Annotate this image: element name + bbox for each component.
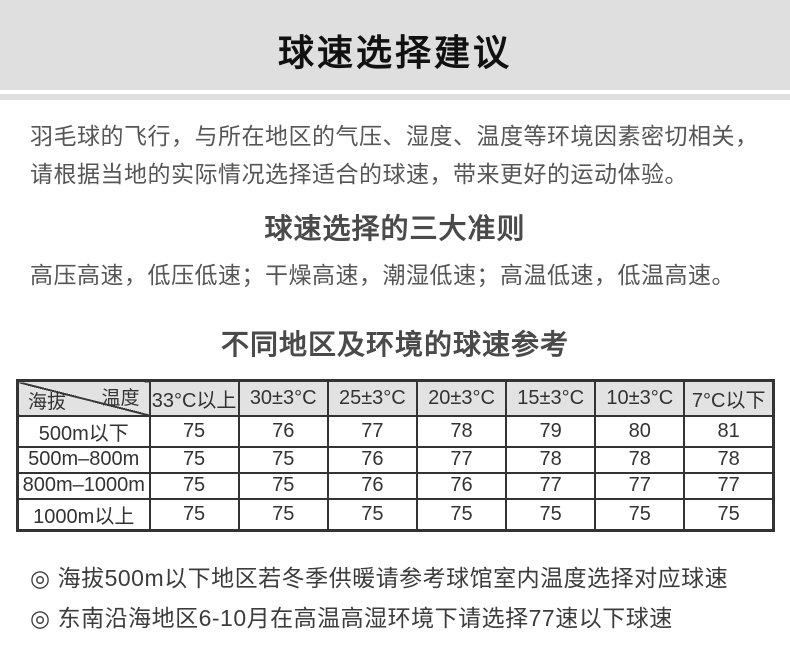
table-row: 500m–800m 75 75 76 77 78 78 78 [16,445,775,474]
speed-value-cell: 77 [594,471,686,500]
page-title-bar: 球速选择建议 [0,0,790,90]
principles-text: 高压高速，低压低速；干燥高速，潮湿低速；高温低速，低温高速。 [30,262,735,288]
note-text: 东南沿海地区6-10月在高温高湿环境下请选择77速以下球速 [57,604,673,631]
page-title: 球速选择建议 [277,32,512,73]
speed-value-cell: 77 [326,414,418,448]
speed-value-cell: 75 [148,471,240,500]
column-header-temperature-4: 15±3°C [505,379,597,417]
speed-value-cell: 75 [237,471,329,500]
speed-value-cell: 81 [683,414,775,448]
speed-value-cell: 75 [505,497,597,531]
speed-value-cell: 80 [594,414,686,448]
table-row: 800m–1000m 75 75 76 76 77 77 77 [16,471,775,500]
row-label-altitude: 500m–800m [16,445,151,474]
circle-bullet-icon: ◎ [30,604,51,631]
speed-value-cell: 76 [326,445,418,474]
column-header-temperature-2: 25±3°C [326,379,418,417]
principles-section-title: 球速选择的三大准则 [264,213,526,244]
reference-section-title: 不同地区及环境的球速参考 [220,329,569,360]
speed-value-cell: 76 [237,414,329,448]
speed-value-cell: 75 [415,497,508,531]
speed-value-cell: 77 [505,471,597,500]
speed-value-cell: 77 [683,471,775,500]
speed-value-cell: 75 [148,445,240,474]
speed-value-cell: 78 [594,445,686,474]
speed-value-cell: 75 [326,497,418,531]
note-item: ◎ 东南沿海地区6-10月在高温高湿环境下请选择77速以下球速 [30,598,760,638]
column-header-temperature-5: 10±3°C [594,379,686,417]
note-text: 海拔500m以下地区若冬季供暖请参考球馆室内温度选择对应球速 [57,564,729,591]
speed-value-cell: 77 [415,445,508,474]
column-header-temperature-6: 7°C以下 [683,379,775,417]
speed-reference-table: 温度 海拔 33°C以上 30±3°C 25±3°C 20±3°C 15±3°C 10±3… [16,379,775,532]
header-divider [0,94,790,100]
speed-value-cell: 79 [505,414,597,448]
speed-value-cell: 75 [594,497,686,531]
note-item: ◎ 海拔500m以下地区若冬季供暖请参考球馆室内温度选择对应球速 [30,558,760,598]
speed-value-cell: 76 [326,471,418,500]
intro-text: 羽毛球的飞行，与所在地区的气压、湿度、温度等环境因素密切相关，请根据当地的实际情… [30,123,759,187]
speed-value-cell: 75 [237,497,329,531]
speed-value-cell: 75 [148,414,240,448]
row-label-altitude: 800m–1000m [16,471,151,500]
speed-value-cell: 75 [148,497,240,531]
speed-value-cell: 78 [505,445,597,474]
table-row: 1000m以上 75 75 75 75 75 75 75 [16,497,775,531]
main-content: 羽毛球的飞行，与所在地区的气压、湿度、温度等环境因素密切相关，请根据当地的实际情… [0,117,790,363]
circle-bullet-icon: ◎ [30,564,51,591]
row-label-altitude: 500m以下 [16,414,151,448]
speed-value-cell: 76 [415,471,508,500]
table-header-row: 温度 海拔 33°C以上 30±3°C 25±3°C 20±3°C 15±3°C 10±3… [16,379,775,417]
column-header-temperature-3: 20±3°C [415,379,508,417]
table-corner-cell: 温度 海拔 [16,379,151,417]
notes-section: ◎ 海拔500m以下地区若冬季供暖请参考球馆室内温度选择对应球速 ◎ 东南沿海地区6… [30,558,760,638]
speed-value-cell: 75 [237,445,329,474]
row-label-altitude: 1000m以上 [16,497,151,531]
speed-value-cell: 78 [683,445,775,474]
speed-value-cell: 78 [415,414,508,448]
column-header-temperature-0: 33°C以上 [148,379,240,417]
speed-value-cell: 75 [683,497,775,531]
corner-label-temperature: 温度 [101,388,140,409]
table-row: 500m以下 75 76 77 78 79 80 81 [16,414,775,448]
header-gap [0,90,790,94]
column-header-temperature-1: 30±3°C [237,379,329,417]
corner-label-altitude: 海拔 [28,391,67,413]
